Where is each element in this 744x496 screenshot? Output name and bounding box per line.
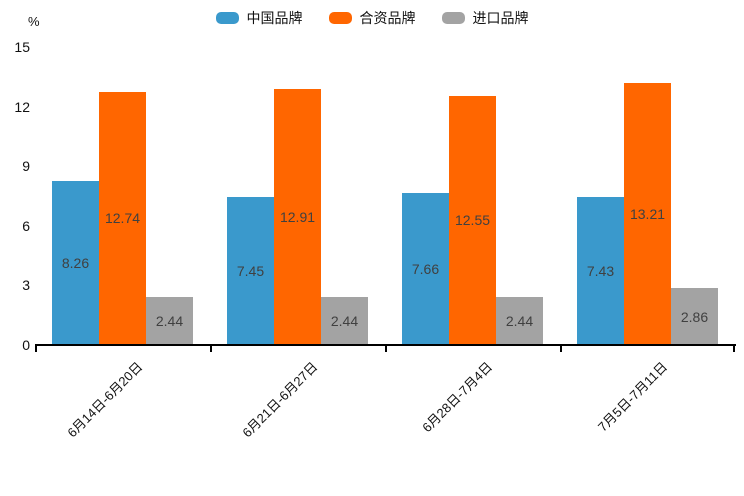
bar-joint-venture-brand: 12.74: [99, 91, 146, 345]
y-axis: 0 3 6 9 12 15: [0, 39, 30, 353]
y-tick-label: 0: [22, 337, 30, 353]
bar-value-label: 7.43: [586, 263, 615, 280]
x-category-label: 6月28日-7月4日: [419, 359, 496, 436]
bar-china-brand: 7.43: [577, 197, 624, 345]
y-tick-label: 15: [14, 39, 30, 55]
bar-value-label: 8.26: [61, 254, 90, 271]
legend-swatch-icon: [441, 12, 465, 24]
bar-group: 7.66 12.55 2.44: [385, 47, 560, 345]
legend-swatch-icon: [328, 12, 352, 24]
x-tick-mark: [385, 346, 387, 352]
bar-value-label: 2.44: [505, 312, 534, 329]
bar-value-label: 13.21: [629, 205, 666, 222]
bar-value-label: 2.44: [155, 312, 184, 329]
x-tick-mark: [35, 346, 37, 352]
legend-item-china-brand[interactable]: 中国品牌: [215, 8, 303, 28]
x-category-label: 6月21日-6月27日: [239, 359, 321, 441]
legend-label: 进口品牌: [472, 10, 529, 26]
bar-group: 8.26 12.74 2.44: [35, 47, 210, 345]
chart-legend: 中国品牌 合资品牌 进口品牌: [0, 8, 744, 28]
legend-label: 中国品牌: [246, 10, 303, 26]
x-tick-mark: [560, 346, 562, 352]
bar-china-brand: 7.66: [402, 192, 449, 345]
x-axis-ticks: [35, 346, 735, 353]
y-axis-unit-label: %: [28, 14, 40, 29]
bar-china-brand: 8.26: [52, 180, 99, 345]
bar-value-label: 2.86: [680, 308, 709, 325]
bar-value-label: 2.44: [330, 312, 359, 329]
y-tick-label: 6: [22, 217, 30, 234]
bar-import-brand: 2.44: [321, 296, 368, 345]
bar-value-label: 12.91: [279, 208, 316, 225]
legend-label: 合资品牌: [359, 10, 416, 26]
bar-joint-venture-brand: 12.55: [449, 95, 496, 345]
legend-item-joint-venture-brand[interactable]: 合资品牌: [328, 8, 416, 28]
bar-joint-venture-brand: 13.21: [624, 82, 671, 345]
legend-item-import-brand[interactable]: 进口品牌: [441, 8, 529, 28]
x-axis-line: [35, 344, 736, 346]
x-tick-mark: [210, 346, 212, 352]
y-tick-label: 9: [22, 158, 30, 175]
x-category-label: 6月14日-6月20日: [64, 359, 146, 441]
bar-import-brand: 2.86: [671, 288, 718, 345]
plot-area: 8.26 12.74 2.44 7.45 12.91 2.44 7.66 12.55 2.44 7…: [35, 47, 735, 345]
bar-import-brand: 2.44: [146, 296, 193, 345]
legend-swatch-icon: [215, 12, 239, 24]
y-tick-label: 3: [22, 277, 30, 294]
bar-group: 7.43 13.21 2.86: [560, 47, 735, 345]
y-tick-label: 12: [14, 98, 30, 115]
bar-import-brand: 2.44: [496, 296, 543, 345]
bar-china-brand: 7.45: [227, 197, 274, 345]
x-axis-labels: 6月14日-6月20日 6月21日-6月27日 6月28日-7月4日 7月5日-7月1…: [35, 351, 735, 481]
bar-value-label: 12.55: [454, 212, 491, 229]
bar-value-label: 12.74: [104, 210, 141, 227]
bar-joint-venture-brand: 12.91: [274, 88, 321, 345]
bar-group: 7.45 12.91 2.44: [210, 47, 385, 345]
bar-value-label: 7.66: [411, 260, 440, 277]
bar-value-label: 7.45: [236, 263, 265, 279]
x-tick-mark: [733, 346, 735, 352]
x-category-label: 7月5日-7月11日: [594, 359, 671, 435]
